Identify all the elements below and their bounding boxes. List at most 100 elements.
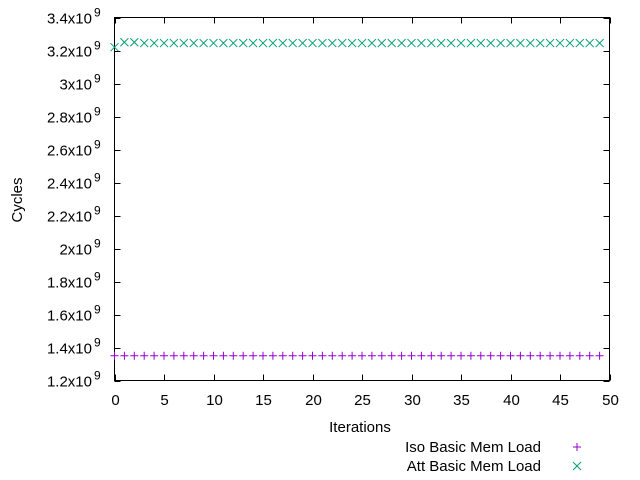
legend-label-iso: Iso Basic Mem Load (405, 439, 541, 456)
data-point (486, 38, 496, 48)
data-point (120, 351, 129, 360)
x-tick-label: 15 (255, 392, 272, 409)
data-point (199, 38, 208, 48)
data-point (179, 351, 188, 360)
marker-stroke (179, 38, 189, 48)
data-point (535, 38, 545, 48)
data-point (476, 351, 485, 360)
y-tick-exponent: 9 (94, 270, 101, 284)
marker-stroke (417, 38, 426, 48)
data-point (565, 351, 574, 360)
data-point (150, 351, 159, 360)
x-axis-label: Iterations (329, 419, 391, 436)
data-point (248, 38, 258, 48)
marker-stroke (516, 38, 525, 48)
data-point (298, 351, 307, 360)
marker-stroke (337, 38, 347, 48)
data-point (476, 38, 486, 48)
data-point (189, 351, 198, 360)
data-point (288, 38, 298, 48)
marker-stroke (575, 38, 585, 48)
marker-stroke (159, 38, 169, 48)
data-point (219, 38, 228, 48)
data-point (347, 38, 357, 48)
y-tick-label: 3.4x10 (47, 11, 92, 28)
data-point (506, 351, 515, 360)
data-series (110, 37, 604, 360)
marker-stroke (585, 38, 595, 48)
data-point (447, 351, 456, 360)
data-point (436, 38, 446, 48)
marker-stroke (149, 38, 159, 48)
y-tick-exponent: 9 (94, 105, 101, 119)
legend-label-att: Att Basic Mem Load (407, 458, 541, 475)
data-point (496, 38, 505, 48)
data-point (110, 42, 119, 52)
marker-stroke (426, 38, 436, 48)
data-point (575, 38, 585, 48)
y-tick-exponent: 9 (94, 369, 101, 383)
data-point (238, 38, 248, 48)
marker-stroke (318, 38, 327, 48)
data-point (565, 38, 575, 48)
data-point (575, 351, 584, 360)
y-tick-exponent: 9 (94, 171, 101, 185)
marker-stroke (199, 38, 208, 48)
data-point (278, 38, 288, 48)
marker-stroke (572, 461, 582, 471)
marker-stroke (407, 38, 416, 48)
data-point (397, 351, 406, 360)
marker-stroke (238, 38, 248, 48)
marker-stroke (446, 38, 456, 48)
data-point (457, 351, 465, 360)
data-point (427, 351, 436, 360)
data-point (377, 351, 386, 360)
plot-frame (114, 17, 610, 381)
marker-stroke (228, 38, 238, 48)
data-point (129, 37, 139, 47)
data-point (228, 38, 238, 48)
data-point (526, 351, 535, 360)
data-point (516, 351, 525, 360)
marker-stroke (288, 38, 298, 48)
marker-stroke (248, 38, 258, 48)
data-point (219, 351, 228, 360)
marker-stroke (367, 38, 377, 48)
legend-marker-cross (572, 461, 582, 471)
marker-stroke (476, 38, 486, 48)
marker-stroke (506, 38, 515, 48)
x-tick-label: 0 (111, 392, 119, 409)
data-point (328, 351, 337, 360)
legend-entry-iso: Iso Basic Mem Load (405, 439, 581, 456)
y-tick-exponent: 9 (94, 237, 101, 251)
data-point (318, 351, 327, 360)
data-point (426, 38, 436, 48)
data-point (546, 351, 555, 360)
data-point (496, 351, 505, 360)
data-point (159, 38, 169, 48)
y-tick-exponent: 9 (94, 303, 101, 317)
data-point (288, 351, 297, 360)
legend: Iso Basic Mem Load Att Basic Mem Load (405, 439, 582, 475)
data-point (239, 351, 248, 360)
marker-stroke (209, 38, 218, 48)
data-point (357, 38, 367, 48)
data-point (397, 38, 406, 48)
data-point (367, 351, 376, 360)
data-point (258, 38, 268, 48)
x-tick-label: 30 (404, 392, 421, 409)
data-point (110, 351, 119, 360)
data-point (327, 38, 337, 48)
y-tick-label: 3x10 (59, 77, 92, 94)
marker-stroke (466, 38, 476, 48)
marker-stroke (545, 38, 555, 48)
marker-stroke (565, 38, 575, 48)
data-point (367, 38, 377, 48)
marker-stroke (377, 38, 387, 48)
data-point (259, 351, 267, 360)
data-point (229, 351, 238, 360)
data-point (437, 351, 446, 360)
data-point (456, 38, 466, 48)
marker-stroke (129, 37, 139, 47)
